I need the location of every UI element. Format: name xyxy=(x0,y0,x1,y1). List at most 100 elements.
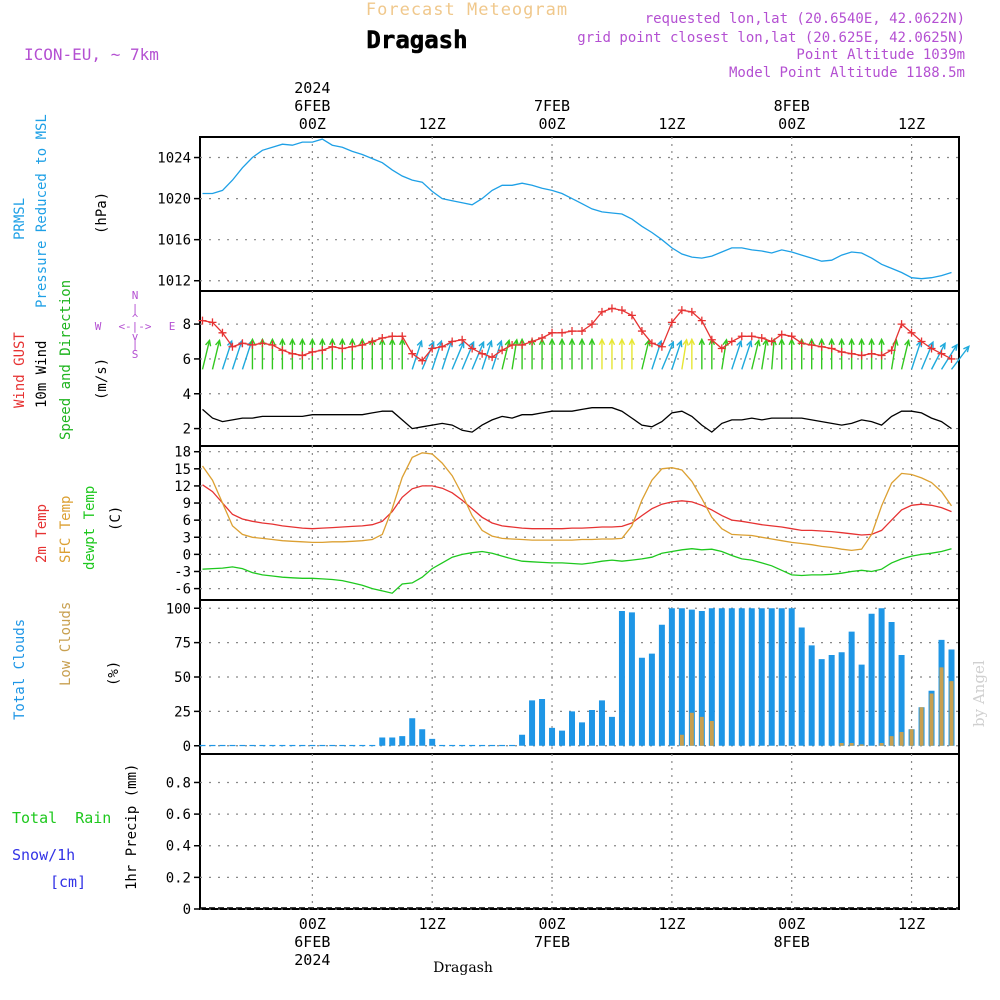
gust-marker xyxy=(927,344,936,353)
gust-marker xyxy=(218,328,227,337)
grid-point-coords: grid point closest lon,lat (20.625E, 42.… xyxy=(577,30,965,46)
gust-marker xyxy=(208,318,217,327)
low-clouds-bar xyxy=(899,732,904,746)
bottom-time-label: 00Z xyxy=(299,915,326,933)
gust-marker xyxy=(827,344,836,353)
wind-arrow-head xyxy=(668,340,675,349)
y-tick-label: 0 xyxy=(183,739,191,755)
wind-arrow-head xyxy=(858,337,865,346)
wind-arrow-shaft xyxy=(221,340,233,370)
gust-marker xyxy=(717,344,726,353)
bottom-time-label: 12Z xyxy=(898,915,925,933)
wind-arrow-head xyxy=(205,338,212,347)
gust-marker xyxy=(627,311,636,320)
pressure-panel: 1012 1016 1020 1024 xyxy=(157,137,959,291)
total-clouds-bar xyxy=(209,744,216,747)
gust-marker xyxy=(797,339,806,348)
wind-arrow-head xyxy=(904,338,911,347)
gust-marker xyxy=(388,332,397,341)
total-clouds-bar xyxy=(708,608,715,746)
location-title: Dragash xyxy=(366,26,467,54)
gust-marker xyxy=(458,335,467,344)
total-clouds-bar xyxy=(299,744,306,747)
y-tick-label: -3 xyxy=(174,564,191,580)
total-clouds-bar xyxy=(229,744,236,747)
wind-arrow-shaft xyxy=(721,339,728,370)
total-clouds-bar xyxy=(808,645,815,746)
gust-marker xyxy=(518,340,527,349)
low-clouds-bar xyxy=(679,734,684,746)
sfc-temp-line xyxy=(201,452,953,552)
svg-text:|: | xyxy=(132,302,139,315)
total-clouds-bar xyxy=(239,744,246,747)
wind-arrow-head xyxy=(339,337,346,346)
wind-arrow-shaft xyxy=(741,340,752,370)
gust-marker xyxy=(548,328,557,337)
wind-arrow-head xyxy=(828,337,835,346)
gust-marker xyxy=(617,306,626,315)
wind-gust-line xyxy=(202,307,952,362)
gust-marker xyxy=(767,337,776,346)
gust-marker xyxy=(528,337,537,346)
wind-arrow-head xyxy=(676,339,683,348)
clouds-unit: (%) xyxy=(106,661,122,686)
y-tick-label: 1024 xyxy=(157,151,191,167)
wind-arrow-head xyxy=(754,338,761,347)
wind-arrow-shaft xyxy=(231,340,243,370)
low-clouds-bar xyxy=(839,743,844,746)
wind-arrow-shaft xyxy=(900,340,910,370)
wind-arrow-shaft xyxy=(431,340,443,370)
wind-arrow-head xyxy=(927,340,934,349)
wind-arrow-head xyxy=(468,340,475,349)
total-clouds-bar xyxy=(888,622,895,746)
gust-marker xyxy=(288,349,297,358)
bottom-time-label: 00Z xyxy=(778,915,805,933)
gust-marker xyxy=(438,342,447,351)
total-clouds-bar xyxy=(698,611,705,746)
gust-marker xyxy=(867,349,876,358)
wind-arrow-head xyxy=(578,337,586,346)
gust-marker xyxy=(448,337,457,346)
total-clouds-bar xyxy=(718,608,725,746)
gust-marker xyxy=(358,340,367,349)
total-clouds-bar xyxy=(768,608,775,746)
low-clouds-bar xyxy=(699,716,704,746)
precipitation-frame xyxy=(199,753,960,910)
top-time-label: 00Z xyxy=(299,115,326,133)
total-clouds-bar xyxy=(858,664,865,746)
rain-label: Total Rain xyxy=(12,809,111,827)
y-tick-label: 15 xyxy=(174,462,191,478)
total-clouds-bar xyxy=(339,744,346,747)
gust-marker xyxy=(308,347,317,356)
wind-arrow-head xyxy=(736,339,743,348)
total-clouds-bar xyxy=(588,710,595,746)
dewpt-label: dewpt Temp xyxy=(82,486,98,570)
total-clouds-bar xyxy=(259,744,266,747)
wind-arrow-head xyxy=(309,337,316,346)
gust-marker xyxy=(907,328,916,337)
compass-e: E xyxy=(169,320,176,333)
total-clouds-bar xyxy=(798,627,805,746)
bottom-time-label: 00Z xyxy=(538,915,565,933)
wind-arrow-shaft xyxy=(671,340,682,370)
gust-marker xyxy=(268,340,277,349)
total-clouds-bar xyxy=(848,631,855,746)
bottom-time-label: 12Z xyxy=(419,915,446,933)
y-tick-label: 0.2 xyxy=(166,870,191,886)
total-clouds-bar xyxy=(219,744,226,747)
2m-temp-line xyxy=(202,484,952,536)
total-clouds-bar xyxy=(519,734,526,746)
top-time-label: 8FEB xyxy=(774,97,810,115)
temp-unit: (C) xyxy=(108,506,124,531)
snow-label: Snow/1h xyxy=(12,846,75,864)
wind-arrow-head xyxy=(548,337,556,346)
gust-marker xyxy=(637,327,646,336)
top-time-label: 00Z xyxy=(778,115,805,133)
total-clouds-bar xyxy=(898,655,905,746)
total-clouds-bar xyxy=(289,744,296,747)
wind-arrow-head xyxy=(279,337,286,346)
wind-unit: (m/s) xyxy=(94,358,110,400)
